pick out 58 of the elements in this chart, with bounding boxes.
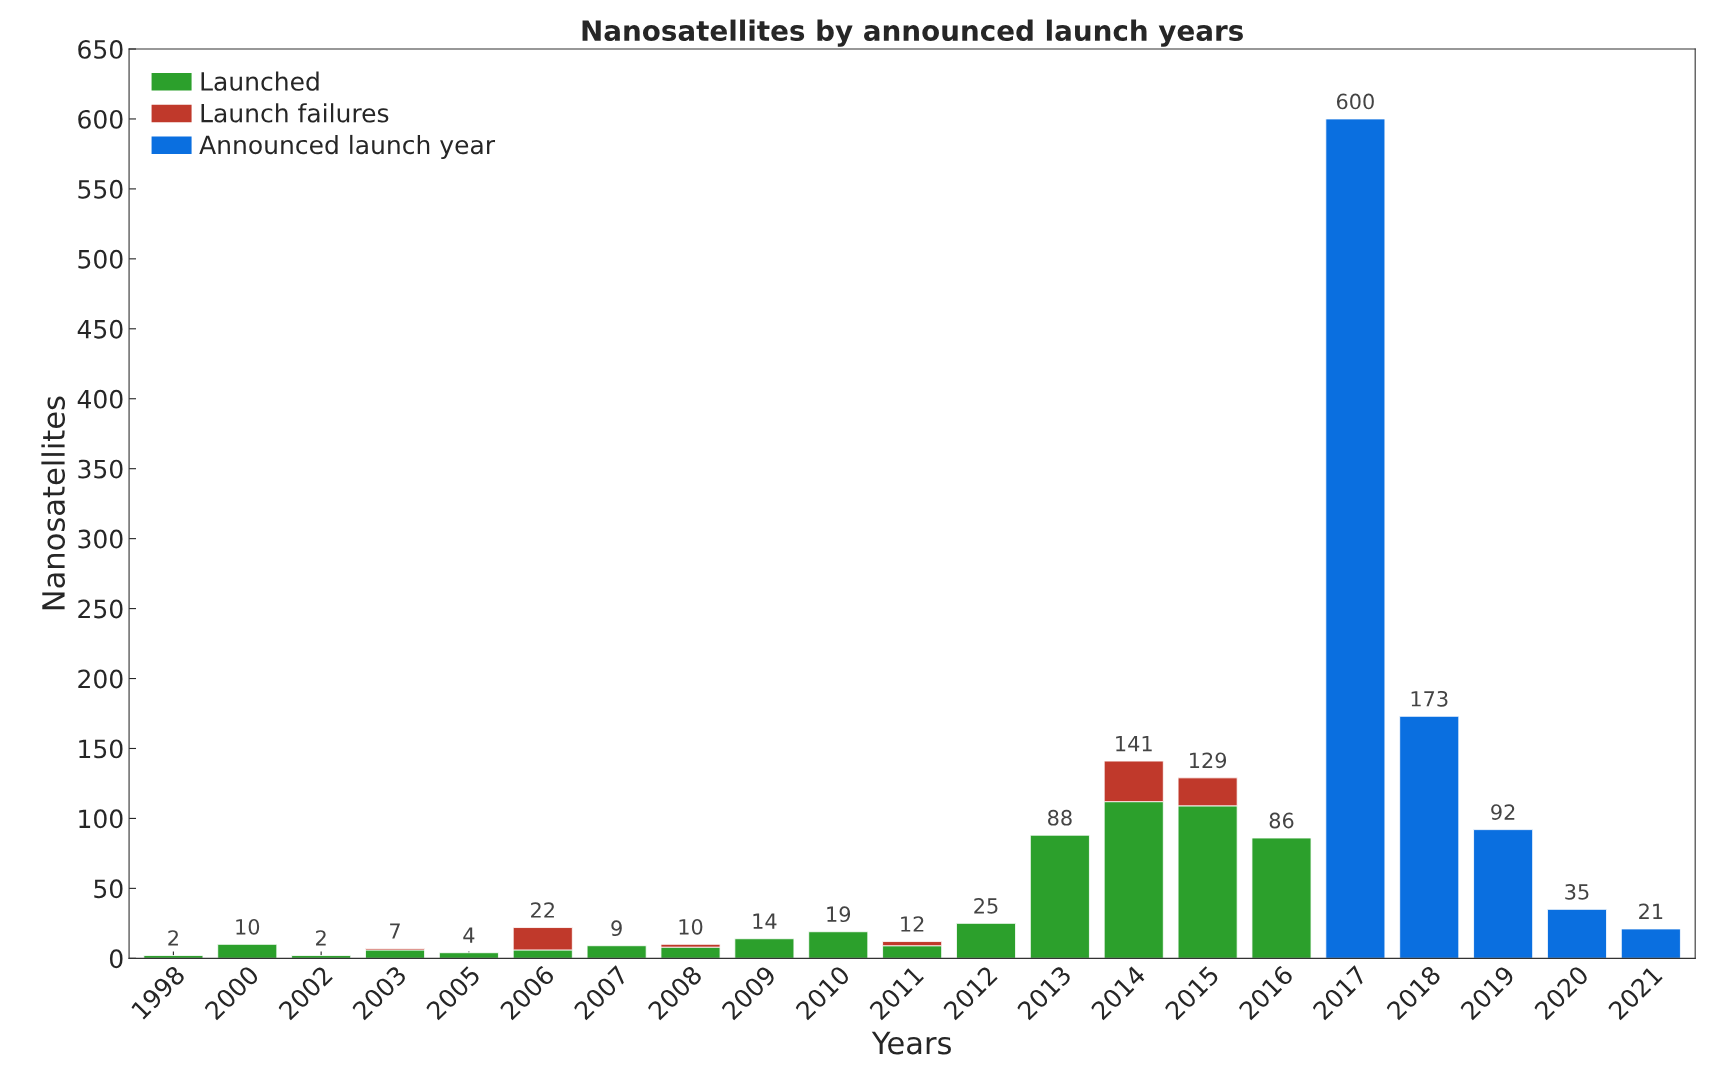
total-label: 173 [1411,690,1448,707]
y-tick-label: 200 [78,669,123,689]
y-tick-label: 500 [78,249,123,269]
total-label: 14 [753,913,777,929]
total-label: 86 [1269,812,1294,829]
bar [1620,928,1681,959]
total-label: 10 [679,918,703,935]
bar [956,922,1016,959]
y-tick-label: 150 [79,739,123,759]
total-label: 2 [168,930,178,946]
chart-title: Nanosatellites by announced launch years [582,19,1243,47]
total-label: 88 [1048,809,1072,826]
y-axis-title: Nanosatellites [41,396,66,610]
total-label: 25 [974,897,998,914]
y-tick-label: 600 [78,109,123,129]
total-label: 35 [1565,883,1589,900]
bar [1029,834,1090,959]
bar [808,931,869,959]
y-tick-label: 50 [94,879,123,899]
total-label: 19 [827,906,851,923]
total-label: 7 [390,923,400,939]
bar [1473,829,1534,959]
bar [143,955,204,959]
y-tick-label: 100 [79,809,123,829]
total-label: 2 [316,930,326,946]
bar [438,952,499,959]
total-label: 12 [901,916,924,932]
y-tick-label: 650 [78,39,123,59]
bar [217,943,278,959]
y-tick-label: 300 [78,529,123,549]
total-label: 22 [531,902,554,918]
y-tick-label: 400 [77,389,123,409]
y-tick-label: 350 [78,459,123,479]
legend-label: Launched [201,71,319,91]
bar [1325,118,1386,959]
bar [660,946,721,959]
total-label: 9 [611,920,622,937]
total-label: 600 [1336,93,1374,110]
legend-label: Announced launch year [199,134,496,160]
total-label: 10 [236,918,260,935]
total-label: 141 [1116,735,1152,752]
total-label: 21 [1639,903,1663,920]
total-label: 92 [1491,804,1515,820]
total-label: 129 [1190,752,1227,769]
x-axis-title: Years [871,1031,951,1055]
y-tick-label: 550 [78,179,123,199]
legend-label: Launch failures [201,103,389,123]
bar [1399,715,1460,959]
bar [291,955,352,959]
bar [734,938,795,959]
bar [882,945,943,959]
y-tick-label: 250 [78,599,123,619]
total-label: 4 [463,927,475,943]
y-tick-label: 0 [109,949,123,969]
y-tick-label: 450 [77,319,123,339]
bar [1251,837,1312,959]
bar [586,945,647,959]
bar [1547,908,1607,959]
